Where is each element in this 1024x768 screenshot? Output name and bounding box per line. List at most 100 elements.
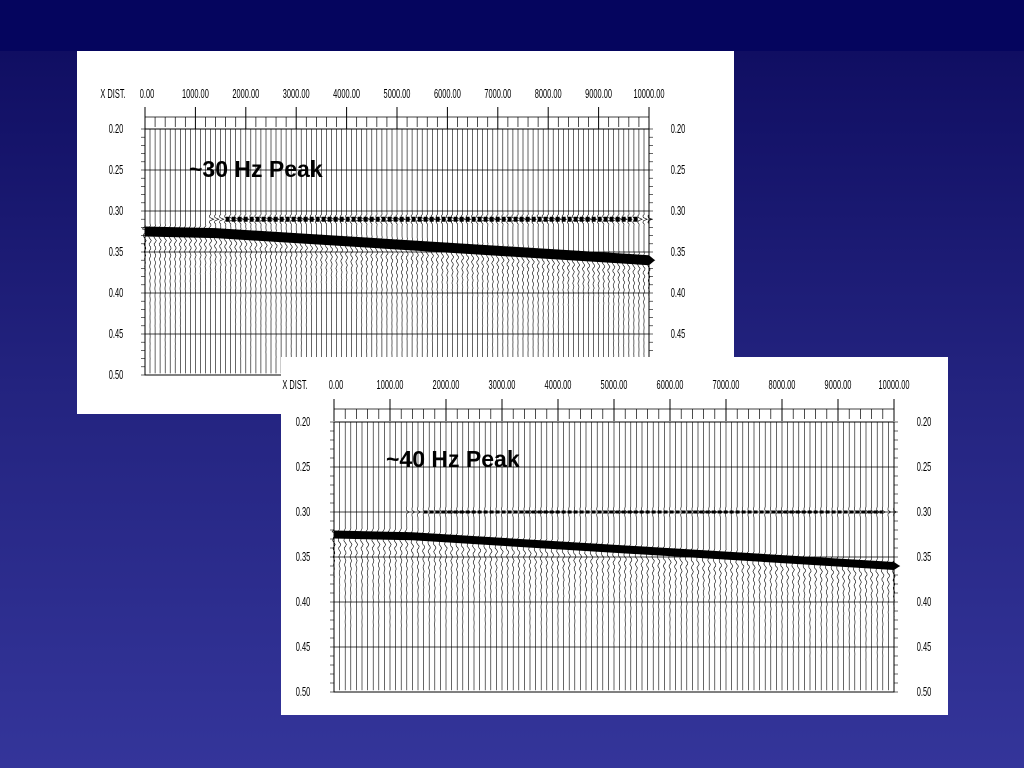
x-axis-label: X DIST. [282, 378, 307, 393]
x-axis-label: X DIST. [100, 87, 125, 102]
x-tick-label: 5000.00 [601, 378, 628, 393]
seismic-trace [410, 422, 418, 691]
seismic-trace [443, 422, 453, 691]
y-tick-label-right: 0.25 [671, 163, 685, 178]
seismic-trace [217, 129, 227, 374]
x-tick-label: 7000.00 [713, 378, 740, 393]
y-tick-label-right: 0.35 [917, 550, 931, 565]
seismic-trace [813, 422, 821, 691]
y-tick-label-left: 0.45 [109, 327, 123, 342]
seismic-trace [404, 422, 412, 691]
seismic-trace [545, 422, 553, 691]
seismic-trace [631, 129, 639, 374]
seismic-trace [836, 422, 845, 691]
seismic-trace [886, 422, 895, 691]
seismic-trace [192, 129, 201, 374]
x-tick-label: 7000.00 [484, 87, 511, 102]
seismic-trace [601, 422, 610, 691]
seismic-trace [421, 422, 431, 691]
seismic-trace [449, 422, 459, 691]
seismic-trace [252, 129, 263, 374]
seismic-trace [590, 129, 601, 374]
seismic-trace [824, 422, 834, 691]
y-tick-label-right: 0.25 [917, 460, 931, 475]
seismic-trace [267, 129, 277, 374]
seismic-trace [156, 129, 166, 374]
seismic-trace [328, 129, 339, 374]
y-tick-label-left: 0.35 [109, 245, 123, 260]
peak-frequency-annotation: ~40 Hz Peak [386, 446, 520, 472]
y-tick-label-left: 0.40 [109, 286, 123, 301]
seismic-trace [527, 422, 536, 691]
seismic-trace [187, 129, 196, 374]
seismic-trace [376, 422, 384, 691]
seismic-trace [370, 422, 379, 691]
seismic-trace [517, 422, 525, 691]
x-tick-label: 0.00 [140, 87, 154, 102]
seismic-trace [393, 422, 401, 691]
seismic-trace [419, 129, 428, 374]
seismic-trace [247, 129, 258, 374]
seismic-trace [489, 422, 497, 691]
y-tick-label-left: 0.50 [296, 685, 310, 700]
seismic-trace [615, 129, 626, 374]
seismic-trace [233, 129, 242, 374]
seismic-trace [403, 129, 414, 374]
seismic-trace [499, 422, 508, 691]
seismic-panel-40hz: X DIST. 0.00 1000.00 2000.00 3000.00 4000.00 5… [281, 357, 948, 715]
seismic-trace [640, 129, 651, 374]
y-tick-label-left: 0.50 [109, 368, 123, 383]
seismic-trace [353, 129, 364, 374]
seismic-chart-40hz: X DIST. 0.00 1000.00 2000.00 3000.00 4000.00 5… [282, 378, 931, 700]
seismic-trace [197, 129, 206, 374]
seismic-trace [622, 422, 632, 691]
seismic-trace [146, 129, 156, 374]
seismic-trace [511, 422, 520, 691]
seismic-trace [594, 422, 604, 691]
y-tick-label-left: 0.40 [296, 595, 310, 610]
seismic-trace [303, 129, 313, 374]
seismic-trace [880, 422, 889, 691]
seismic-panel-30hz: X DIST. 0.00 1000.00 2000.00 3000.00 4000.00 5… [77, 51, 734, 414]
seismic-trace [852, 422, 861, 691]
seismic-trace [414, 129, 424, 374]
y-tick-label-right: 0.45 [917, 640, 931, 655]
seismic-trace [348, 129, 358, 374]
seismic-trace [522, 422, 530, 691]
seismic-trace [437, 422, 446, 691]
seismic-trace [656, 422, 666, 691]
y-tick-label-right: 0.40 [917, 595, 931, 610]
seismic-trace [242, 129, 252, 374]
y-tick-label-right: 0.30 [671, 204, 685, 219]
seismic-trace [342, 422, 351, 691]
seismic-trace [383, 129, 394, 374]
seismic-trace [387, 422, 396, 691]
seismic-trace [283, 129, 293, 374]
seismic-trace [550, 422, 558, 691]
y-tick-label-right: 0.20 [917, 415, 931, 430]
x-tick-label: 4000.00 [545, 378, 572, 393]
seismic-trace [610, 129, 620, 374]
seismic-trace [466, 422, 473, 691]
seismic-trace [595, 129, 605, 374]
y-tick-label-left: 0.30 [109, 204, 123, 219]
seismic-trace [162, 129, 171, 374]
y-tick-label-left: 0.25 [109, 163, 123, 178]
seismic-trace [601, 129, 610, 374]
seismic-trace [207, 129, 216, 374]
seismic-trace [869, 422, 878, 691]
seismic-trace [382, 422, 390, 691]
seismic-trace [337, 422, 345, 691]
seismic-trace [858, 422, 867, 691]
x-tick-label: 1000.00 [182, 87, 209, 102]
seismic-trace [864, 422, 873, 691]
seismic-trace [427, 422, 436, 691]
seismic-trace [212, 129, 221, 374]
seismic-trace [892, 422, 901, 691]
seismic-trace [394, 129, 402, 374]
seismic-trace [620, 129, 631, 374]
peak-frequency-annotation: ~30 Hz Peak [189, 156, 323, 182]
seismic-trace [650, 422, 660, 691]
seismic-trace [373, 129, 383, 374]
y-tick-label-right: 0.45 [671, 327, 685, 342]
